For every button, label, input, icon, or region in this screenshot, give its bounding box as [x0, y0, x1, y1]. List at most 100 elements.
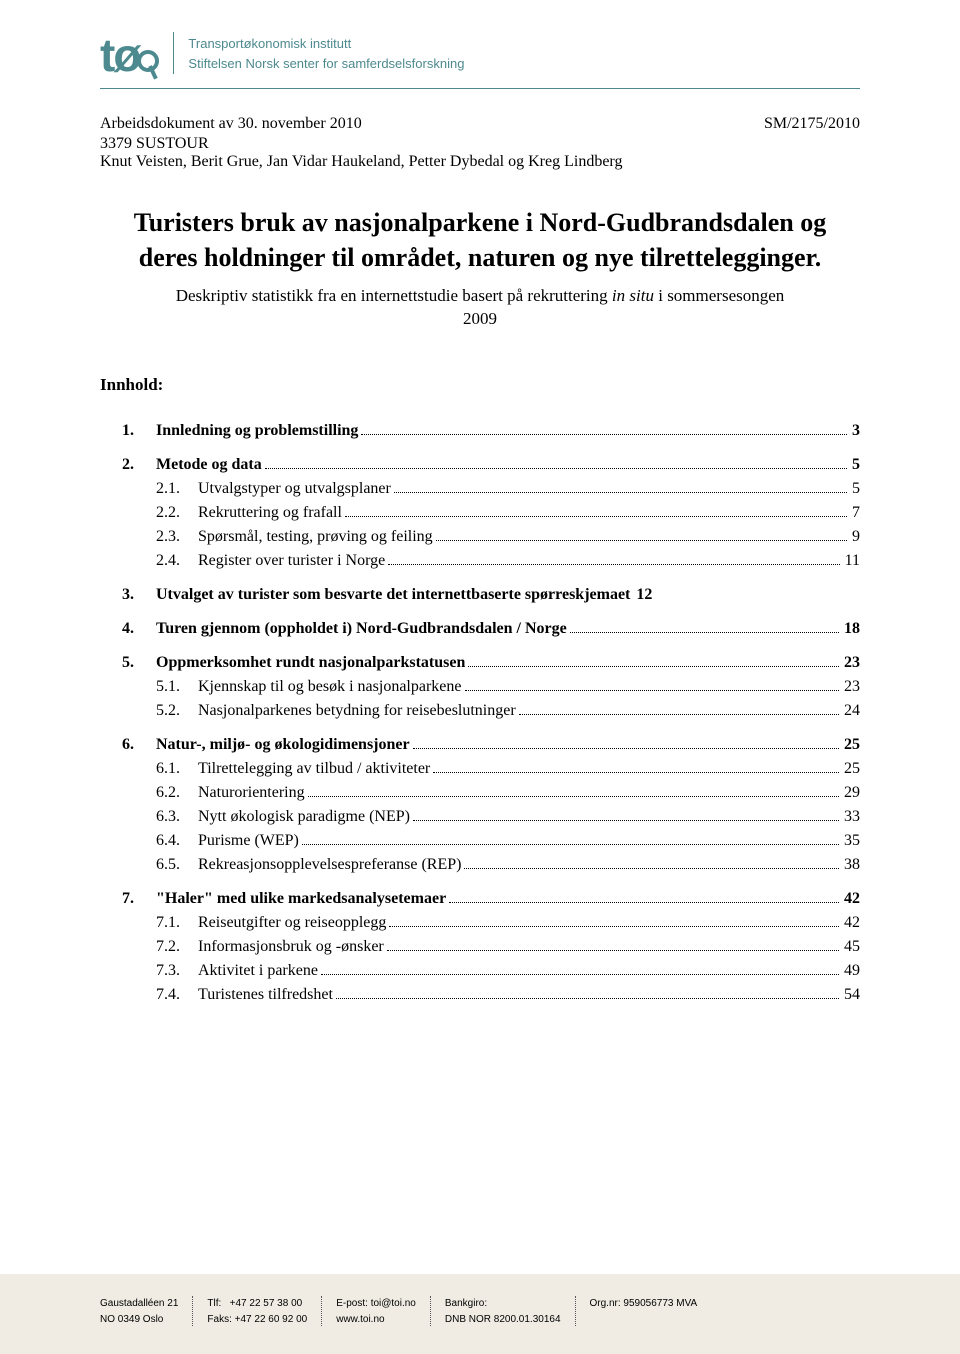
toc-leader-dots — [449, 902, 839, 903]
toc-entry: 2.Metode og data5 — [122, 453, 860, 477]
toc-page: 33 — [842, 805, 860, 829]
toc-label: Turen gjennom (oppholdet i) Nord-Gudbran… — [156, 617, 567, 641]
toc-number: 1. — [122, 419, 156, 443]
toc-entry: 7.1.Reiseutgifter og reiseopplegg42 — [156, 911, 860, 935]
footer-tlf-label: Tlf: — [207, 1298, 221, 1309]
toc-label: Metode og data — [156, 453, 262, 477]
toc-entry: 2.1.Utvalgstyper og utvalgsplaner5 — [156, 477, 860, 501]
toc-entry: 6.Natur-, miljø- og økologidimensjoner 25 — [122, 733, 860, 757]
toc-entry: 7.3.Aktivitet i parkene49 — [156, 959, 860, 983]
toc-heading: Innhold: — [100, 375, 860, 395]
toc-entry: 5.1.Kjennskap til og besøk i nasjonalpar… — [156, 675, 860, 699]
toc-leader-dots — [519, 714, 839, 715]
toc-page: 45 — [842, 935, 860, 959]
footer-address-line1: Gaustadalléen 21 — [100, 1296, 178, 1312]
header-divider — [173, 32, 174, 74]
toc-page: 25 — [842, 733, 860, 757]
toc-label: Rekreasjonsopplevelsespreferanse (REP) — [198, 853, 461, 877]
toc-leader-dots — [387, 950, 839, 951]
toc-number: 2.1. — [156, 477, 198, 501]
toc-number: 2. — [122, 453, 156, 477]
toc-leader-dots — [433, 772, 839, 773]
toc-number: 6.2. — [156, 781, 198, 805]
toc-number: 6.3. — [156, 805, 198, 829]
toc-number: 7.4. — [156, 983, 198, 1007]
org-line-1: Transportøkonomisk institutt — [188, 34, 464, 54]
toc-leader-dots — [436, 540, 847, 541]
toc-label: Turistenes tilfredshet — [198, 983, 333, 1007]
org-line-2: Stiftelsen Norsk senter for samferdselsf… — [188, 54, 464, 74]
toc-entry: 2.2.Rekruttering og frafall7 — [156, 501, 860, 525]
toc-page: 29 — [842, 781, 860, 805]
toc-entry: 1.Innledning og problemstilling3 — [122, 419, 860, 443]
toc-page: 9 — [850, 525, 860, 549]
toc-number: 5.2. — [156, 699, 198, 723]
toc-leader-dots — [468, 666, 839, 667]
toc-group: 7."Haler" med ulike markedsanalysetemaer… — [100, 887, 860, 1007]
project-code: 3379 SUSTOUR — [100, 135, 860, 153]
footer-separator — [575, 1296, 576, 1326]
toc-label: Kjennskap til og besøk i nasjonalparkene — [198, 675, 462, 699]
header-rule — [100, 88, 860, 89]
footer: Gaustadalléen 21 NO 0349 Oslo Tlf: +47 2… — [0, 1274, 960, 1354]
footer-web: www.toi.no — [336, 1312, 416, 1328]
toc-entry: 6.1.Tilrettelegging av tilbud / aktivite… — [156, 757, 860, 781]
logo-mark-icon — [137, 50, 159, 72]
toc-leader-dots — [570, 632, 839, 633]
toc-entry: 2.4.Register over turister i Norge11 — [156, 549, 860, 573]
toc-leader-dots — [308, 796, 839, 797]
toc-leader-dots — [413, 748, 839, 749]
toc-number: 6. — [122, 733, 156, 757]
toc-group: 5.Oppmerksomhet rundt nasjonalparkstatus… — [100, 651, 860, 723]
footer-address: Gaustadalléen 21 NO 0349 Oslo — [100, 1296, 178, 1328]
toc-number: 2.2. — [156, 501, 198, 525]
toc-number: 6.4. — [156, 829, 198, 853]
toc-number: 7.1. — [156, 911, 198, 935]
toc-label: Innledning og problemstilling — [156, 419, 358, 443]
logo: tø — [100, 30, 159, 78]
toc-page: 7 — [850, 501, 860, 525]
logo-text: tø — [100, 32, 139, 78]
toc-leader-dots — [302, 844, 839, 845]
toc-number: 4. — [122, 617, 156, 641]
toc-group: 1.Innledning og problemstilling3 — [100, 419, 860, 443]
footer-separator — [430, 1296, 431, 1326]
toc-group: 4.Turen gjennom (oppholdet i) Nord-Gudbr… — [100, 617, 860, 641]
toc-page: 24 — [842, 699, 860, 723]
toc-entry: 6.2.Naturorientering29 — [156, 781, 860, 805]
footer-separator — [192, 1296, 193, 1326]
toc-group: 6.Natur-, miljø- og økologidimensjoner 25… — [100, 733, 860, 877]
footer-separator — [321, 1296, 322, 1326]
toc-leader-dots — [394, 492, 847, 493]
toc-label: Natur-, miljø- og økologidimensjoner — [156, 733, 410, 757]
toc-entry: 7."Haler" med ulike markedsanalysetemaer… — [122, 887, 860, 911]
toc-entry: 5.2.Nasjonalparkenes betydning for reise… — [156, 699, 860, 723]
toc-page: 54 — [842, 983, 860, 1007]
toc-label: Purisme (WEP) — [198, 829, 299, 853]
toc-label: Nasjonalparkenes betydning for reisebesl… — [198, 699, 516, 723]
toc-entry: 6.5.Rekreasjonsopplevelsespreferanse (RE… — [156, 853, 860, 877]
toc-leader-dots — [389, 926, 839, 927]
footer-org-value: 959056773 MVA — [623, 1298, 697, 1309]
toc-label: Spørsmål, testing, prøving og feiling — [198, 525, 433, 549]
toc-label: Aktivitet i parkene — [198, 959, 318, 983]
toc-entry: 7.2.Informasjonsbruk og -ønsker45 — [156, 935, 860, 959]
footer-bank-value: DNB NOR 8200.01.30164 — [445, 1312, 561, 1328]
toc-number: 5. — [122, 651, 156, 675]
toc-entry: 7.4.Turistenes tilfredshet 54 — [156, 983, 860, 1007]
footer-bank-label: Bankgiro: — [445, 1296, 561, 1312]
toc-number: 7.2. — [156, 935, 198, 959]
footer-email: E-post: toi@toi.no www.toi.no — [336, 1296, 416, 1328]
footer-fax-value: +47 22 60 92 00 — [235, 1314, 308, 1325]
doc-date-line: Arbeidsdokument av 30. november 2010 — [100, 113, 362, 135]
footer-address-line2: NO 0349 Oslo — [100, 1312, 178, 1328]
toc-entry: 2.3.Spørsmål, testing, prøving og feilin… — [156, 525, 860, 549]
toc-group: 2.Metode og data52.1.Utvalgstyper og utv… — [100, 453, 860, 573]
meta-block: Arbeidsdokument av 30. november 2010 SM/… — [100, 113, 860, 171]
toc-number: 6.5. — [156, 853, 198, 877]
footer-org: Org.nr: 959056773 MVA — [590, 1296, 698, 1328]
subtitle-prefix: Deskriptiv statistikk fra en internettst… — [176, 286, 612, 305]
page: tø Transportøkonomisk institutt Stiftels… — [0, 0, 960, 1007]
toc-number: 5.1. — [156, 675, 198, 699]
toc-leader-dots — [361, 434, 847, 435]
